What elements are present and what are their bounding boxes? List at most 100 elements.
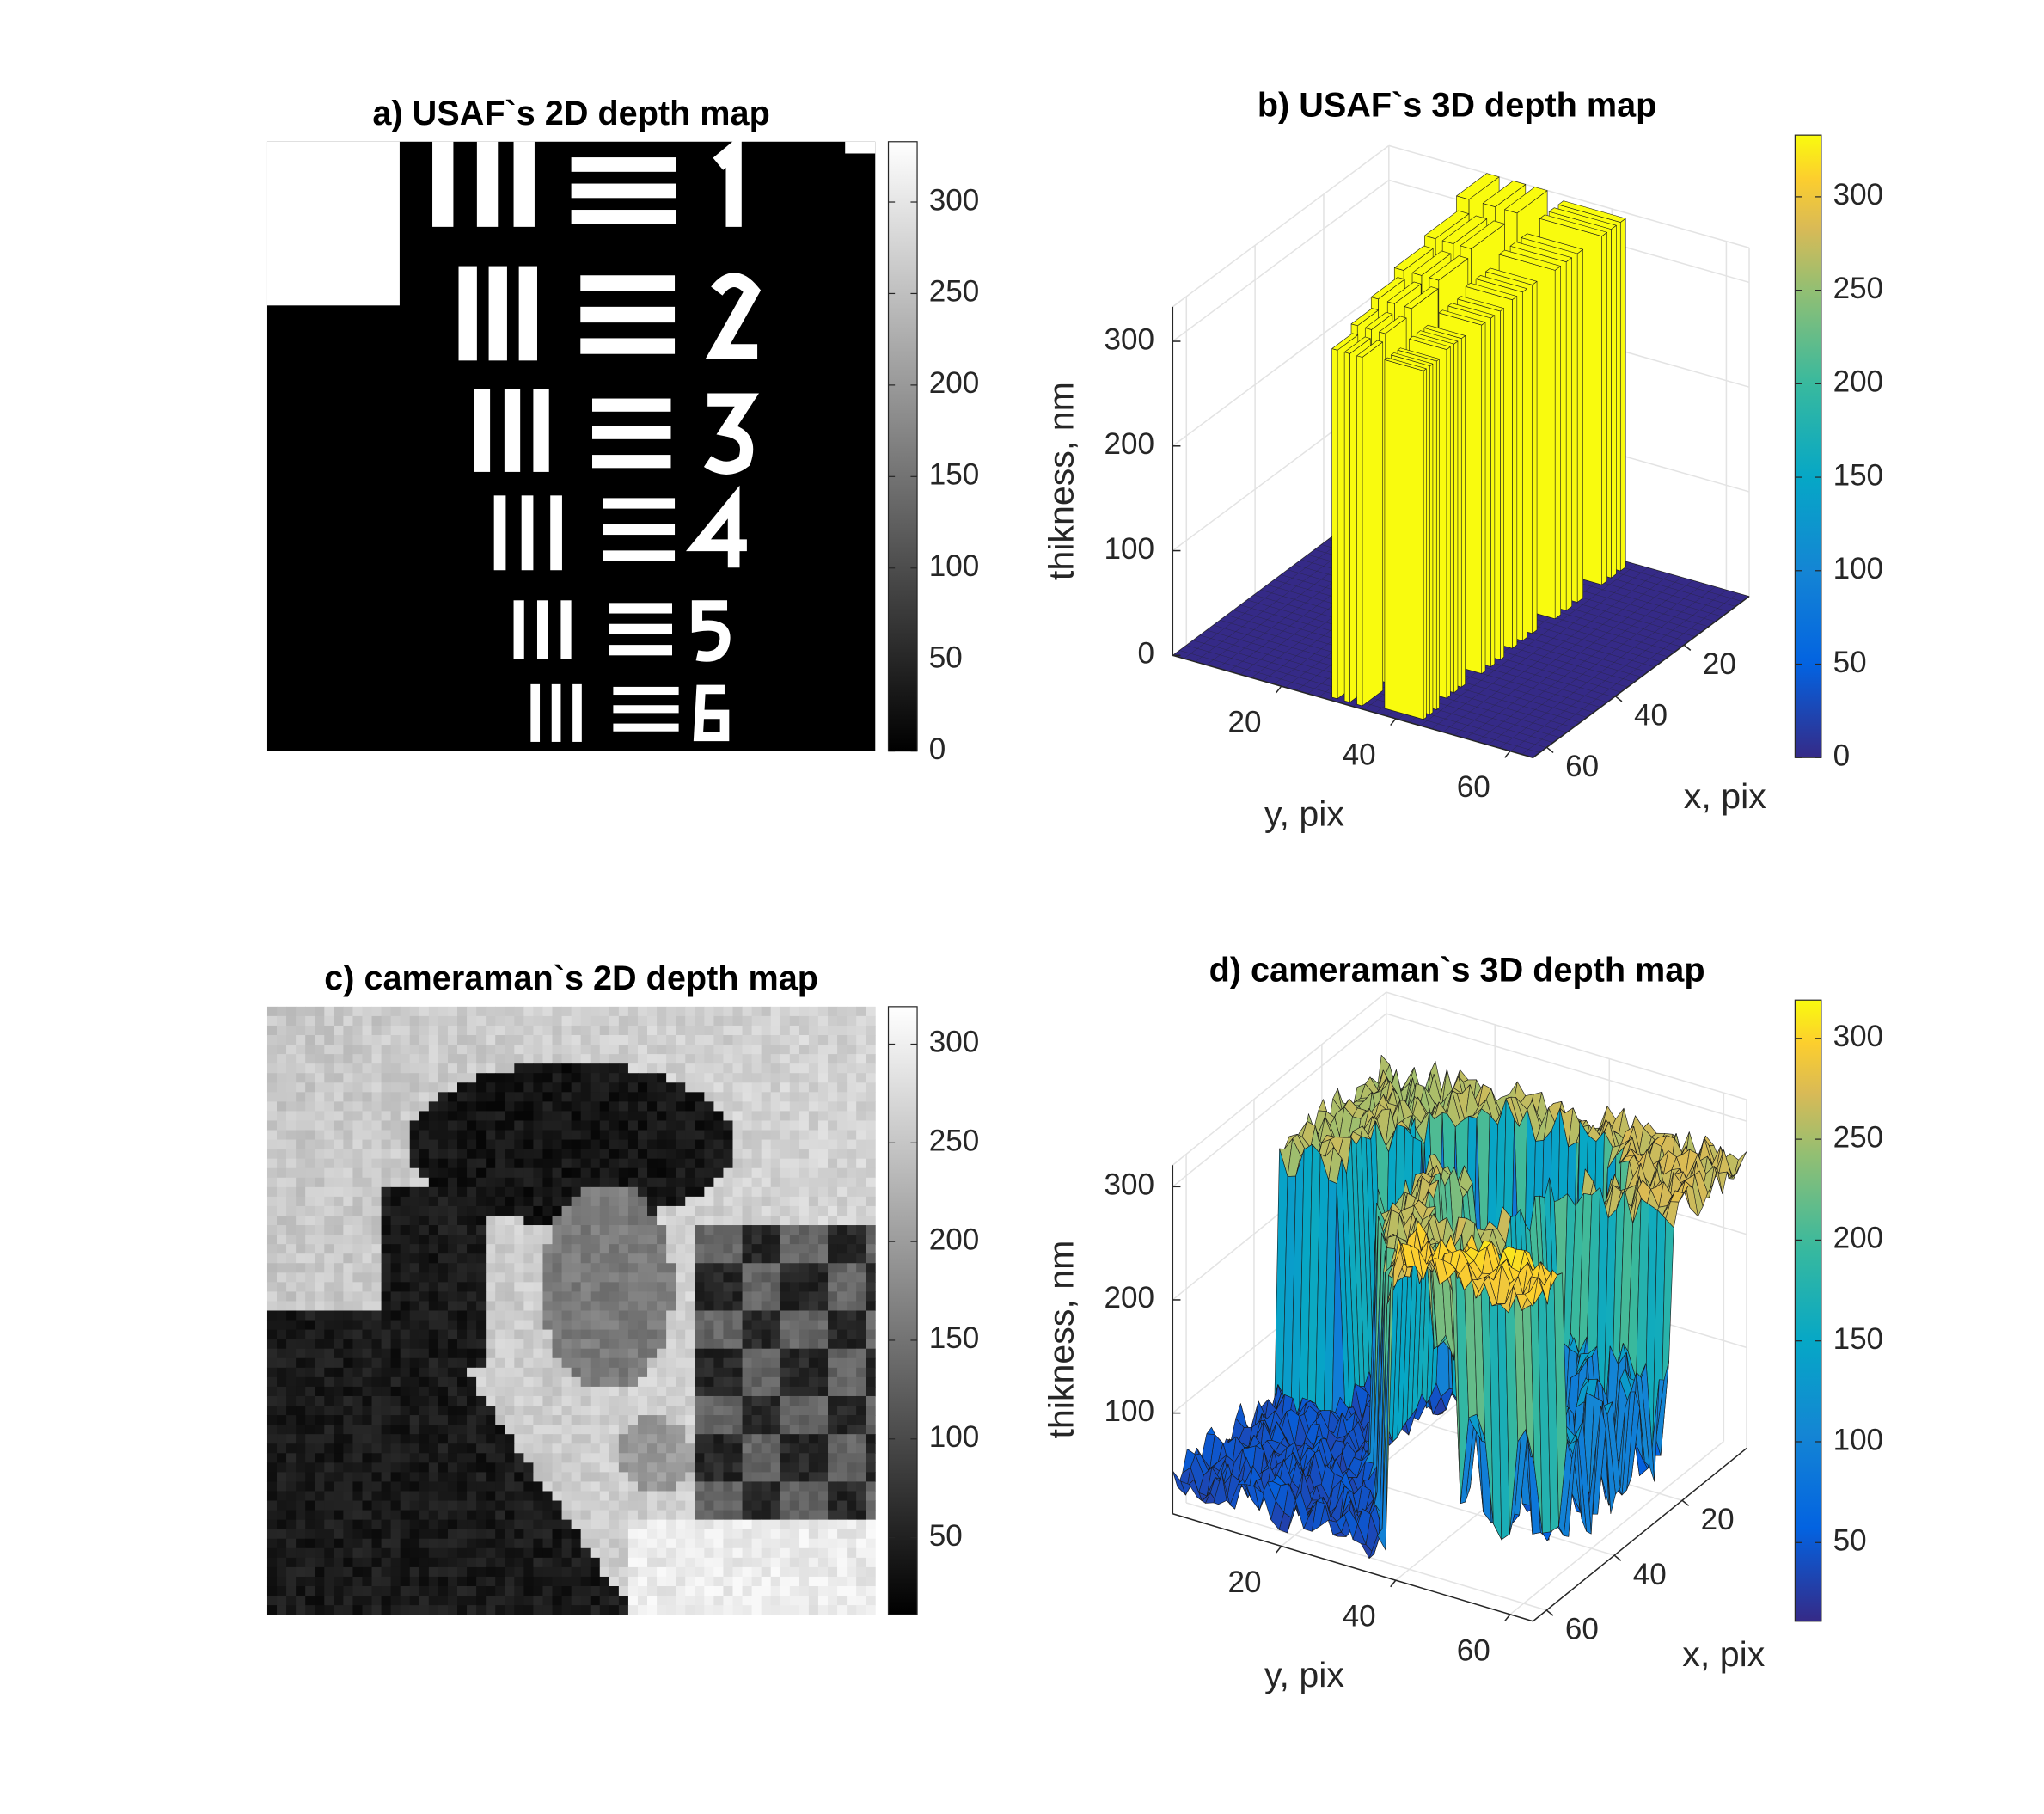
image-pixel	[476, 1605, 487, 1615]
image-pixel	[561, 1215, 572, 1226]
image-pixel	[400, 1453, 411, 1463]
image-pixel	[552, 1149, 563, 1160]
image-pixel	[789, 1054, 800, 1064]
image-pixel	[599, 1196, 610, 1207]
image-pixel	[761, 1158, 772, 1169]
image-pixel	[286, 1472, 297, 1482]
image-pixel	[343, 1130, 353, 1141]
image-pixel	[828, 1272, 838, 1283]
image-pixel	[685, 1585, 695, 1596]
image-pixel	[618, 1177, 629, 1188]
image-pixel	[552, 1244, 563, 1254]
image-pixel	[713, 1500, 724, 1511]
image-pixel	[419, 1092, 430, 1102]
image-pixel	[533, 1529, 543, 1540]
image-pixel	[685, 1139, 695, 1150]
image-pixel	[799, 1045, 810, 1055]
image-pixel	[732, 1481, 744, 1492]
image-pixel	[486, 1500, 496, 1511]
image-pixel	[676, 1244, 686, 1254]
image-pixel	[533, 1244, 543, 1254]
image-pixel	[428, 1529, 439, 1540]
image-feature	[603, 524, 676, 536]
image-pixel	[505, 1215, 515, 1226]
image-pixel	[856, 1045, 866, 1055]
image-pixel	[334, 1406, 344, 1416]
image-pixel	[637, 1082, 648, 1093]
image-pixel	[732, 1301, 744, 1311]
image-pixel	[514, 1357, 524, 1369]
colorbar-tick-label: 150	[929, 458, 979, 492]
image-pixel	[695, 1253, 705, 1264]
image-pixel	[305, 1329, 315, 1340]
image-pixel	[590, 1310, 601, 1321]
image-pixel	[523, 1272, 534, 1283]
image-pixel	[695, 1348, 705, 1359]
image-pixel	[533, 1215, 543, 1226]
image-pixel	[457, 1376, 468, 1388]
x-tick-label: 60	[1565, 750, 1599, 783]
image-pixel	[808, 1167, 819, 1179]
image-pixel	[561, 1282, 572, 1292]
image-pixel	[495, 1519, 505, 1530]
image-pixel	[467, 1500, 477, 1511]
image-pixel	[657, 1443, 667, 1454]
image-pixel	[352, 1073, 363, 1083]
image-pixel	[315, 1282, 325, 1292]
image-pixel	[324, 1025, 334, 1036]
surface-face	[1411, 250, 1452, 276]
image-pixel	[486, 1063, 496, 1074]
image-pixel	[561, 1406, 572, 1416]
image-pixel	[866, 1158, 876, 1169]
colorbar-tick-label: 250	[1833, 272, 1883, 305]
image-pixel	[770, 1472, 781, 1482]
image-pixel	[552, 1462, 563, 1473]
image-pixel	[400, 1073, 411, 1083]
image-pixel	[770, 1082, 781, 1093]
image-pixel	[732, 1348, 744, 1359]
image-pixel	[742, 1376, 753, 1388]
image-pixel	[609, 1576, 620, 1587]
image-pixel	[542, 1585, 553, 1596]
image-pixel	[362, 1205, 372, 1216]
image-pixel	[618, 1406, 629, 1416]
image-pixel	[761, 1282, 772, 1292]
image-pixel	[428, 1253, 439, 1264]
image-pixel	[505, 1585, 515, 1596]
image-pixel	[751, 1386, 762, 1397]
image-pixel	[362, 1481, 372, 1492]
image-pixel	[732, 1073, 744, 1083]
image-pixel	[713, 1443, 724, 1454]
image-pixel	[505, 1054, 515, 1064]
image-pixel	[286, 1282, 297, 1292]
image-pixel	[542, 1406, 553, 1416]
image-pixel	[419, 1054, 430, 1064]
image-pixel	[685, 1205, 695, 1216]
image-pixel	[523, 1253, 534, 1264]
image-pixel	[599, 1596, 610, 1606]
image-pixel	[685, 1406, 695, 1416]
image-pixel	[676, 1519, 686, 1530]
image-pixel	[856, 1348, 866, 1359]
image-pixel	[542, 1443, 553, 1454]
image-pixel	[266, 1443, 278, 1454]
image-pixel	[704, 1235, 714, 1245]
image-pixel	[808, 1035, 819, 1045]
image-pixel	[817, 1557, 829, 1568]
image-pixel	[390, 1310, 401, 1321]
image-pixel	[495, 1348, 505, 1359]
image-pixel	[495, 1376, 505, 1388]
image-pixel	[266, 1376, 278, 1388]
image-pixel	[457, 1235, 468, 1245]
image-pixel	[343, 1045, 353, 1055]
image-pixel	[381, 1538, 392, 1549]
image-pixel	[799, 1235, 810, 1245]
image-pixel	[381, 1500, 392, 1511]
image-pixel	[695, 1538, 705, 1549]
image-pixel	[305, 1101, 315, 1112]
image-pixel	[476, 1386, 487, 1397]
image-pixel	[533, 1196, 543, 1207]
image-pixel	[571, 1225, 582, 1235]
image-pixel	[799, 1348, 810, 1359]
image-pixel	[637, 1538, 648, 1549]
